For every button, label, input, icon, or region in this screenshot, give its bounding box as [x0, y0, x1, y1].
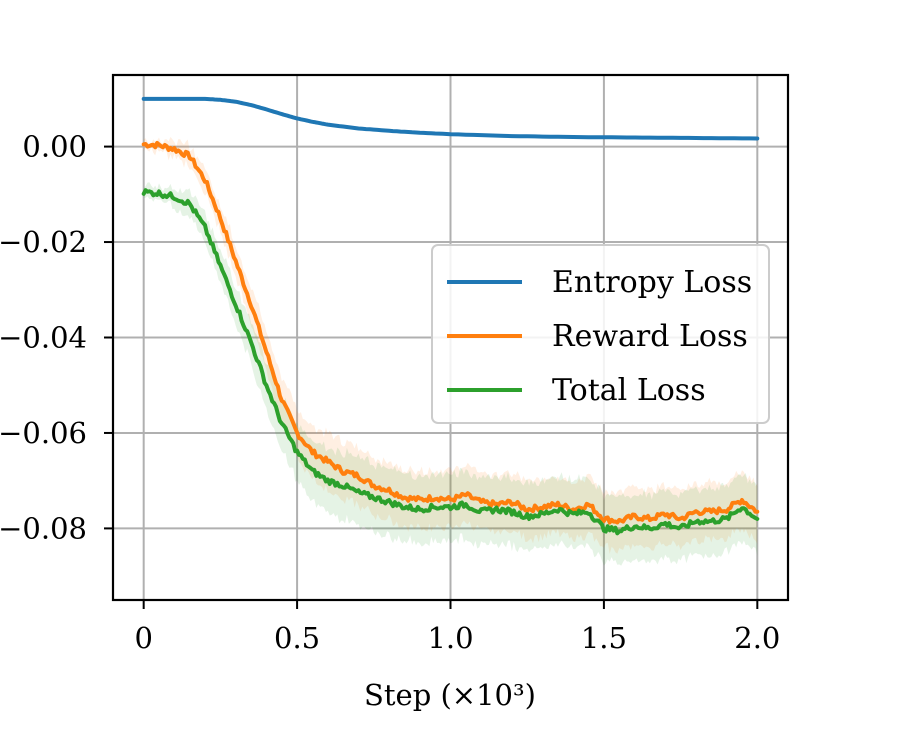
x-tick-label: 0.5	[274, 621, 320, 655]
y-tick-label: −0.06	[0, 416, 87, 450]
axis-ticks: 0 0.5 1.0 1.5 2.0 0.00 −0.02 −0.04 −0.06 −0.08	[0, 130, 780, 655]
legend: Entropy Loss Reward Loss Total Loss	[431, 244, 770, 424]
line-entropy-loss	[141, 96, 760, 141]
x-tick-label: 2.0	[734, 621, 780, 655]
x-tick-label: 1.5	[581, 621, 627, 655]
line-reward-loss	[141, 140, 760, 525]
series-lines	[141, 96, 760, 536]
y-tick-label: −0.02	[0, 225, 87, 259]
legend-label-total-loss: Total Loss	[552, 373, 706, 408]
legend-box	[431, 244, 770, 424]
band-total-loss	[143, 182, 758, 566]
y-tick-label: −0.08	[0, 511, 87, 545]
x-tick-label: 0	[134, 621, 152, 655]
y-tick-label: −0.04	[0, 321, 87, 355]
legend-label-entropy-loss: Entropy Loss	[552, 265, 752, 300]
x-axis-label: Step (×10³)	[364, 678, 536, 712]
y-tick-label: 0.00	[22, 130, 87, 164]
legend-label-reward-loss: Reward Loss	[552, 319, 748, 354]
x-tick-label: 1.0	[427, 621, 473, 655]
line-total-loss	[141, 188, 760, 536]
